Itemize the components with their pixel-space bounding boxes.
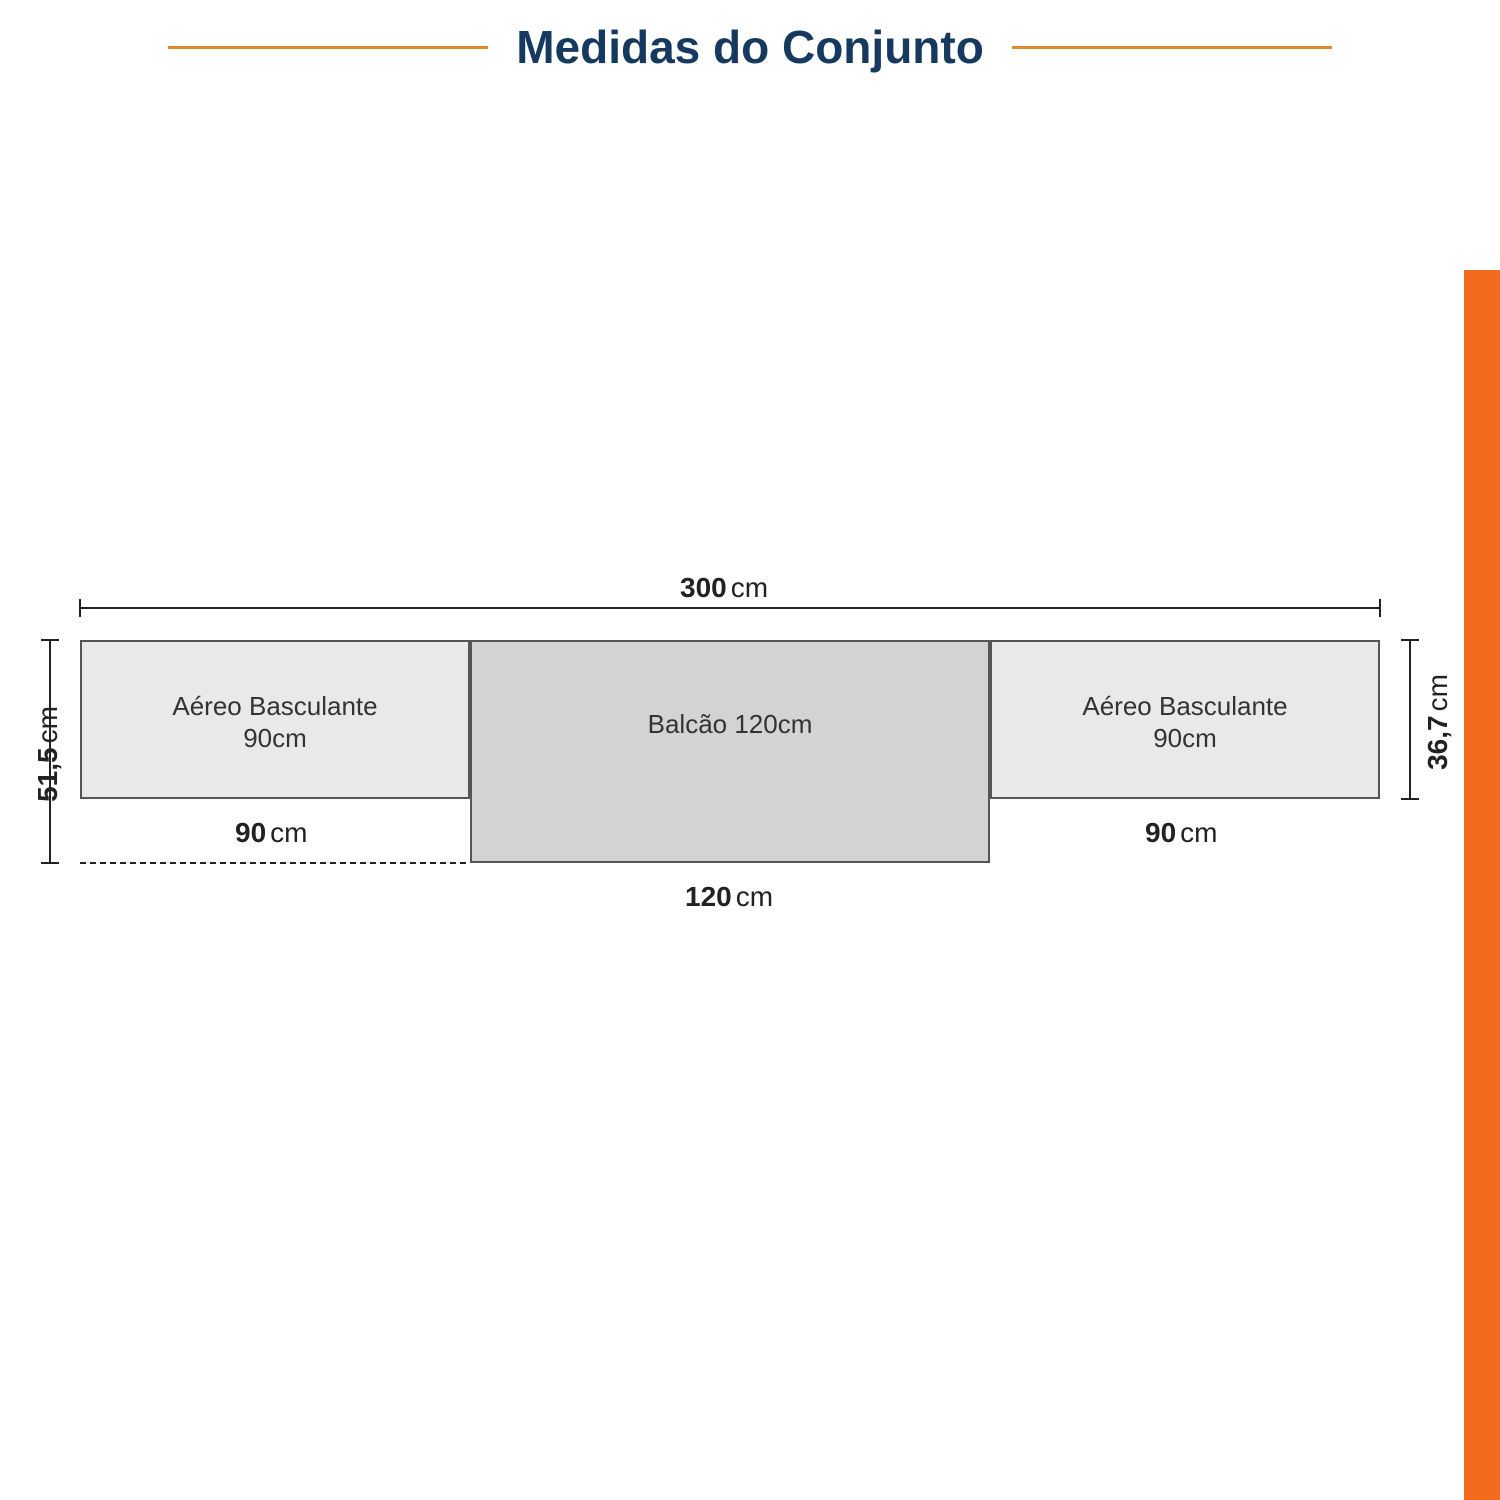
box-balcao-label: Balcão 120cm [472, 708, 988, 741]
dim-right-width-unit: cm [1180, 817, 1217, 848]
dim-mid-width-unit: cm [736, 881, 773, 912]
box-aereo-left-label-l1: Aéreo Basculante [172, 691, 377, 721]
dim-total-width: 300cm [680, 572, 768, 604]
dim-left-height-val: 51,5 [32, 747, 63, 802]
box-aereo-right-label-l1: Aéreo Basculante [1082, 691, 1287, 721]
box-aereo-left-label-l2: 90cm [243, 723, 307, 753]
dim-mid-width: 120cm [685, 881, 773, 913]
dim-right-width-val: 90 [1145, 817, 1176, 848]
diagram-stage: Balcão 120cm Aéreo Basculante 90cm Aéreo… [0, 0, 1500, 1500]
box-aereo-right-label: Aéreo Basculante 90cm [992, 690, 1378, 755]
dim-left-height: 51,5 cm [32, 706, 64, 802]
dim-left-width-unit: cm [270, 817, 307, 848]
dim-mid-width-val: 120 [685, 881, 732, 912]
dim-left-width-val: 90 [235, 817, 266, 848]
dim-left-width: 90cm [235, 817, 307, 849]
dim-right-width: 90cm [1145, 817, 1217, 849]
box-aereo-right: Aéreo Basculante 90cm [990, 640, 1380, 799]
dim-right-height: 36,7 cm [1422, 674, 1454, 770]
dim-total-width-val: 300 [680, 572, 727, 603]
box-aereo-left: Aéreo Basculante 90cm [80, 640, 470, 799]
dim-right-height-val: 36,7 [1422, 715, 1453, 770]
dim-left-height-unit: cm [32, 706, 63, 743]
dim-total-width-unit: cm [731, 572, 768, 603]
box-aereo-left-label: Aéreo Basculante 90cm [82, 690, 468, 755]
box-aereo-right-label-l2: 90cm [1153, 723, 1217, 753]
box-balcao: Balcão 120cm [470, 640, 990, 863]
box-balcao-label-text: Balcão 120cm [648, 709, 813, 739]
dim-right-height-unit: cm [1422, 674, 1453, 711]
